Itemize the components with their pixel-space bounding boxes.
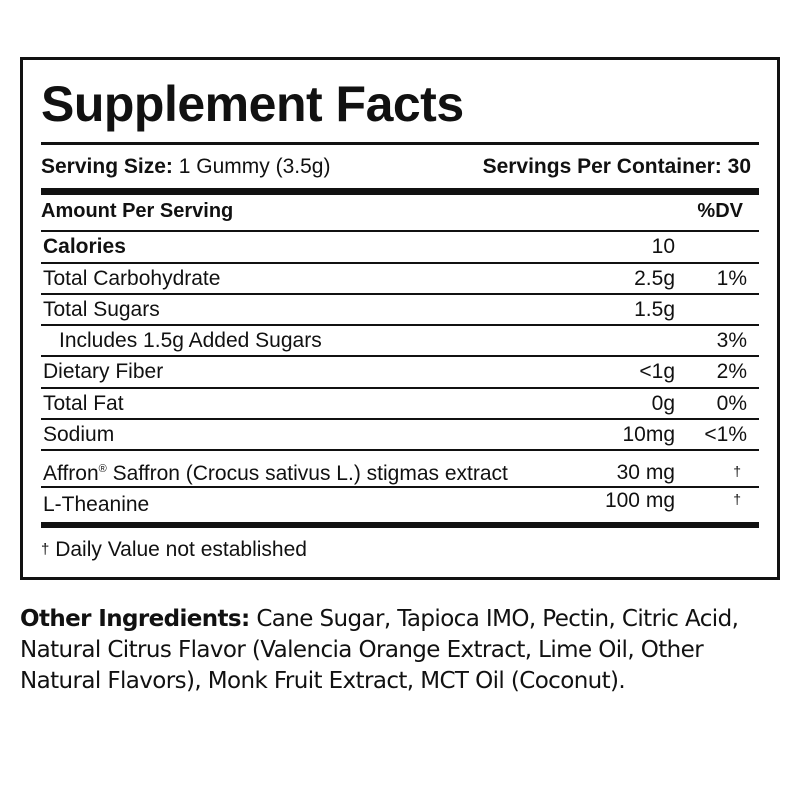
nutrient-dv: 1% [716, 267, 747, 290]
divider [41, 418, 759, 420]
serving-size-label: Serving Size: [41, 155, 173, 178]
divider [41, 449, 759, 451]
ingredient-amount: 100 mg [604, 489, 675, 512]
divider [41, 230, 759, 232]
nutrient-dv: 3% [716, 329, 747, 352]
serving-size-value: 1 Gummy (3.5g) [178, 155, 331, 178]
divider [41, 262, 759, 264]
other-ingredients-label: Other Ingredients: [20, 606, 250, 632]
nutrient-amount: 0g [651, 392, 675, 415]
table-header: Amount Per Serving %DV [41, 200, 759, 223]
registered-mark: ® [98, 463, 107, 475]
nutrient-amount: <1g [639, 360, 675, 383]
divider [41, 293, 759, 295]
serving-info: Serving Size: 1 Gummy (3.5g) Servings Pe… [41, 154, 759, 180]
nutrient-dv: 0% [716, 392, 747, 415]
ingredient-description: Saffron (Crocus sativus L.) stigmas extr… [106, 462, 508, 485]
nutrient-label: Total Carbohydrate [43, 267, 221, 290]
panel-title: Supplement Facts [41, 76, 464, 132]
amount-header: Amount Per Serving [41, 200, 234, 222]
servings-per-container: Servings Per Container: 30 [483, 154, 751, 180]
footnote-text: Daily Value not established [55, 538, 307, 561]
nutrient-label: Sodium [43, 423, 115, 446]
nutrient-label: Total Sugars [43, 298, 160, 321]
brand-name: Affron [43, 462, 99, 485]
nutrient-label: Dietary Fiber [43, 360, 164, 383]
servings-per-container-label: Servings Per Container: [482, 155, 722, 178]
supplement-facts-panel: Supplement Facts Serving Size: 1 Gummy (… [20, 57, 780, 580]
dagger-icon: † [41, 541, 50, 558]
nutrient-amount: 1.5g [634, 298, 675, 321]
ingredient-amount: 30 mg [616, 461, 675, 484]
divider [41, 387, 759, 389]
nutrient-dv: <1% [704, 423, 747, 446]
thick-divider [41, 188, 759, 195]
nutrient-amount: 2.5g [634, 267, 675, 290]
nutrient-label: Includes 1.5g Added Sugars [59, 329, 322, 352]
nutrient-label: Total Fat [43, 392, 124, 415]
dagger-icon: † [733, 463, 741, 479]
nutrient-dv: 2% [716, 360, 747, 383]
dagger-icon: † [733, 491, 741, 507]
dv-header: %DV [697, 200, 743, 222]
ingredient-label: L-Theanine [43, 493, 150, 516]
nutrient-amount: 10 [651, 235, 675, 258]
nutrient-label: Calories [43, 235, 126, 258]
divider [41, 355, 759, 357]
divider [41, 142, 759, 145]
divider [41, 486, 759, 488]
ingredient-label: Affron® Saffron (Crocus sativus L.) stig… [43, 456, 508, 487]
divider [41, 324, 759, 326]
thick-divider [41, 522, 759, 528]
other-ingredients-text: Cane Sugar, Tapioca IMO, Pectin, Citric … [20, 606, 739, 694]
nutrient-amount: 10mg [622, 423, 675, 446]
footnote: † Daily Value not established [41, 538, 307, 562]
other-ingredients: Other Ingredients: Cane Sugar, Tapioca I… [20, 604, 780, 697]
servings-per-container-value: 30 [727, 155, 751, 178]
